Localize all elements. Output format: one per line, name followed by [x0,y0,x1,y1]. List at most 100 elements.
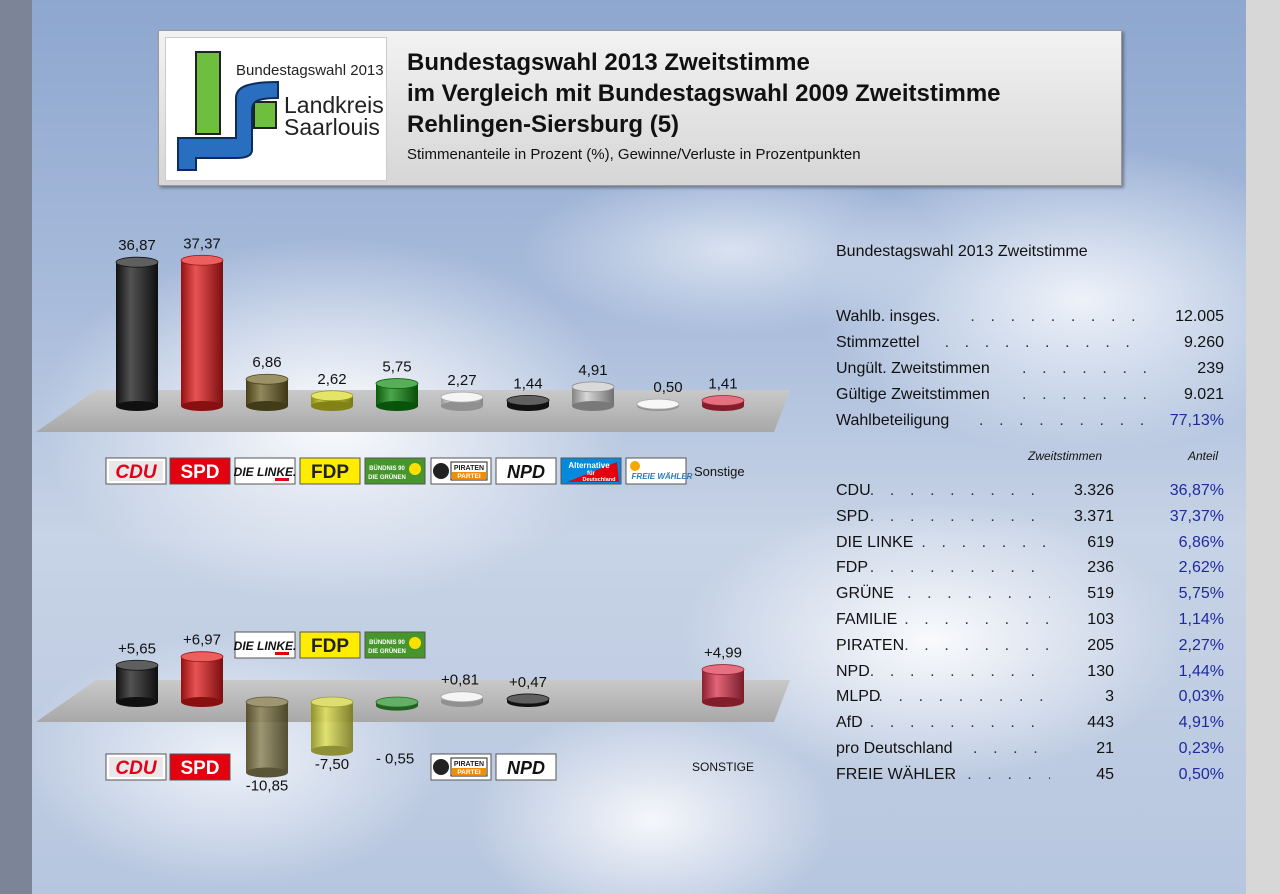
right-frame [1246,0,1280,894]
party-votes: 45 [1096,765,1114,783]
svg-text:CDU: CDU [115,758,157,779]
party-name: FAMILIE [836,611,898,628]
party-name: PIRATEN [836,636,905,654]
logo-cdu-top: CDU [105,457,167,485]
change-bar-5 [440,691,484,707]
party-name: pro Deutschland [836,740,953,757]
logo-spd-top: SPD [169,457,231,485]
logo-gruene-top: BÜNDNIS 90 DIE GRÜNEN [364,457,426,485]
logo-npd-top: NPD [495,457,557,485]
title-line3: Rehlingen-Siersburg (5) [407,111,680,138]
party-share: 5,75% [1178,585,1224,603]
share-bar-9 [701,395,745,411]
party-share: 37,37% [1169,507,1224,525]
leader-dots: . . . . . . . . . . . . . . . . . . . [944,334,1146,351]
change-bar-3 [310,696,354,756]
leader-dots: . . . . . . . . . . . . . . . . . . [878,688,1050,706]
party-votes: 443 [1087,714,1114,732]
party-share: 1,14% [1178,611,1224,628]
party-name: FDP [836,559,868,577]
logo-line2b: Saarlouis [284,114,380,140]
leader-dots: . . . . . . . . . . . . . . . . . . [869,507,1050,525]
party-name: GRÜNE [836,585,894,603]
svg-text:FREIE WÄHLER: FREIE WÄHLER [632,472,693,481]
leader-dots: . . . . . . . . . . . . . . . . . . [904,636,1050,654]
column-share: Anteil [1188,449,1219,463]
svg-text:NPD: NPD [507,462,545,482]
change-value-label-6: +0,47 [509,674,547,691]
party-votes: 3.326 [1073,482,1114,499]
share-bar-0 [115,256,159,411]
share-bar-1 [180,254,224,411]
logo-gruene-bottom: BÜNDNIS 90 DIE GRÜNEN [364,631,426,659]
change-bar-2 [245,696,289,778]
svg-text:Deutschland: Deutschland [582,477,615,483]
leader-dots: . . . . . . . . . . . . . . . . . . [869,559,1050,577]
share-value-label-8: 0,50 [653,379,682,396]
title-line1: Bundestagswahl 2013 Zweitstimme [407,49,810,76]
svg-text:BÜNDNIS 90: BÜNDNIS 90 [369,639,405,646]
svg-text:PARTEI: PARTEI [457,473,481,480]
summary-row-label: Gültige Zweitstimmen [836,386,990,403]
party-share: 6,86% [1178,533,1224,551]
svg-text:FDP: FDP [311,636,349,657]
change-value-label-1: +6,97 [183,632,221,649]
share-bar-2 [245,373,289,411]
party-votes: 3.371 [1073,507,1114,525]
party-share: 0,23% [1178,740,1224,757]
share-value-label-1: 37,37 [183,235,221,252]
column-votes: Zweitstimmen [1028,449,1103,463]
page-title: Bundestagswahl 2013 Zweitstimme im Vergl… [407,47,1001,140]
logo-line2: Landkreis Saarlouis [284,94,384,140]
share-value-label-7: 4,91 [578,362,607,379]
party-share: 2,62% [1178,559,1224,577]
svg-text:PIRATEN: PIRATEN [454,761,484,768]
share-bar-8 [636,398,680,411]
change-value-label-3: -7,50 [315,756,349,773]
svg-text:SPD: SPD [180,462,219,483]
svg-text:DIE GRÜNEN: DIE GRÜNEN [368,474,406,481]
share-value-label-9: 1,41 [708,376,737,393]
share-bar-3 [310,390,354,411]
party-votes: 103 [1087,611,1114,628]
change-bar-1 [180,651,224,707]
logo-cdu-bottom: CDU [105,753,167,781]
share-bar-7 [571,381,615,411]
share-value-label-6: 1,44 [513,375,542,392]
summary-row-value: 239 [1197,360,1224,377]
change-value-label-5: +0,81 [441,672,479,689]
landkreis-logo-graphic [177,51,279,171]
title-line2: im Vergleich mit Bundestagswahl 2009 Zwe… [407,80,1001,107]
share-value-label-4: 5,75 [382,359,411,376]
party-share: 2,27% [1178,636,1224,654]
party-share: 1,44% [1178,662,1224,680]
party-name: AfD [836,714,863,732]
leader-dots: . . . . . . . . . . . . . . . . . . [921,533,1050,551]
party-name: NPD [836,662,870,680]
logo-fw-top: FREIE WÄHLER [625,457,693,485]
leader-dots: . . . . . . . . . . . . . . . . . . . [1022,360,1146,377]
logo-line1: Bundestagswahl 2013 [236,62,384,79]
left-frame [0,0,32,894]
sonstige-label-bottom: SONSTIGE [692,760,754,774]
logo-spd-bottom: SPD [169,753,231,781]
summary-row-label: Wahlb. insges. [836,308,941,325]
party-votes: 205 [1087,636,1114,654]
change-bar-4 [375,696,419,711]
share-bar-6 [506,394,550,411]
summary-row-label: Wahlbeteiligung [836,412,950,429]
party-name: FREIE WÄHLER [836,765,957,783]
share-value-label-2: 6,86 [252,354,281,371]
header-panel: Bundestagswahl 2013 Landkreis Saarlouis … [158,30,1122,186]
party-votes: 619 [1087,533,1114,551]
logo-fdp-bottom: FDP [299,631,361,659]
leader-dots: . . . . . . . . . . . . . . . . . . [869,662,1050,680]
share-bar-5 [440,391,484,411]
logo-linke-top: DIE LINKE. [234,457,296,485]
svg-text:für: für [587,471,596,477]
share-value-label-3: 2,62 [317,371,346,388]
share-value-label-5: 2,27 [447,372,476,389]
summary-row-value: 12.005 [1175,308,1224,325]
